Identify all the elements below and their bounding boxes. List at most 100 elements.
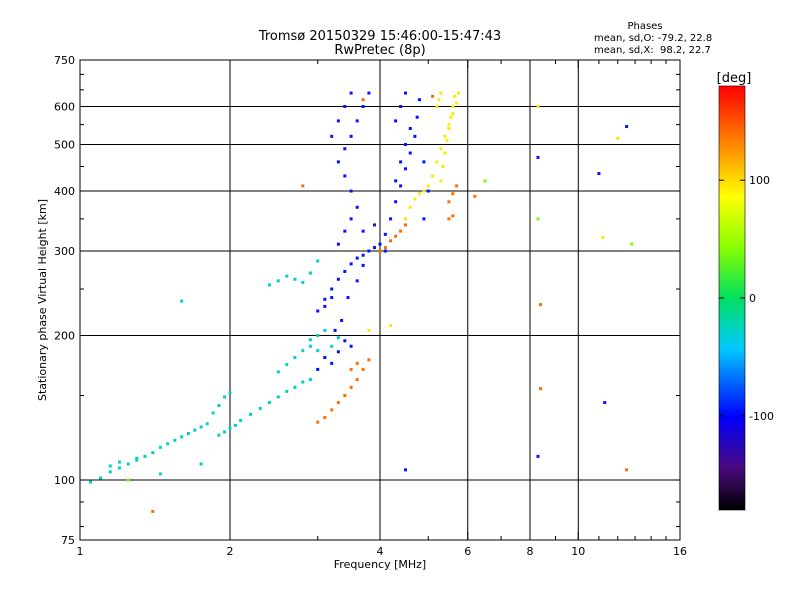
data-point — [135, 458, 139, 462]
data-point — [536, 217, 540, 221]
data-point — [316, 309, 320, 313]
data-point — [276, 370, 280, 374]
data-point — [323, 304, 327, 308]
data-point — [439, 147, 443, 151]
colorbar-ticks: 100 0 -100 — [719, 174, 774, 423]
data-point — [603, 401, 607, 405]
data-point — [361, 253, 365, 257]
data-point — [625, 125, 629, 129]
y-axis-label: Stationary phase Virtual Height [km] — [36, 199, 49, 401]
data-point — [399, 160, 403, 164]
data-point — [199, 462, 203, 466]
data-point — [349, 217, 353, 221]
data-point — [323, 415, 327, 419]
data-point — [180, 299, 184, 303]
x-tick-label: 8 — [527, 545, 534, 558]
x-tick-label: 4 — [377, 545, 384, 558]
data-point — [223, 395, 227, 399]
data-point — [431, 174, 435, 178]
colorbar: [deg] 100 0 -100 — [717, 71, 774, 511]
data-point — [616, 136, 620, 140]
data-point — [355, 279, 359, 283]
data-point — [399, 229, 403, 233]
data-point — [293, 355, 297, 359]
data-point — [180, 435, 184, 439]
phase-box-title: Phases — [627, 21, 662, 32]
data-point — [389, 217, 393, 221]
data-point — [330, 134, 334, 138]
data-point — [336, 350, 340, 354]
data-point — [349, 134, 353, 138]
data-point — [536, 105, 540, 109]
x-tick-label: 6 — [464, 545, 471, 558]
data-point — [193, 428, 197, 432]
data-point — [349, 189, 353, 193]
x-tick-label: 16 — [673, 545, 687, 558]
data-point — [415, 115, 419, 119]
colorbar-tick-label: 0 — [749, 292, 756, 305]
data-point — [367, 249, 371, 253]
data-point — [336, 336, 340, 340]
colorbar-label: [deg] — [717, 71, 752, 86]
data-point — [408, 151, 412, 155]
y-tick-label: 500 — [54, 139, 75, 152]
data-point — [394, 234, 398, 238]
data-point — [383, 249, 387, 253]
data-point — [447, 200, 451, 204]
data-point — [336, 160, 340, 164]
data-point — [383, 232, 387, 236]
data-point — [431, 94, 435, 98]
data-point — [355, 377, 359, 381]
x-tick-label: 1 — [77, 545, 84, 558]
data-point — [441, 164, 445, 168]
data-point — [323, 297, 327, 301]
data-point — [373, 223, 377, 227]
y-tick-label: 100 — [54, 474, 75, 487]
data-point — [447, 126, 451, 130]
data-point — [173, 438, 177, 442]
y-tick-label: 200 — [54, 330, 75, 343]
x-axis-label: Frequency [MHz] — [334, 558, 426, 571]
data-point — [343, 147, 347, 151]
data-point — [276, 395, 280, 399]
data-point — [367, 328, 371, 332]
data-point — [417, 192, 421, 196]
phase-box-line-x: mean, sd,X: 98.2, 22.7 — [594, 45, 711, 56]
data-point — [439, 179, 443, 183]
data-point — [403, 223, 407, 227]
data-point — [349, 385, 353, 389]
data-point — [267, 401, 271, 405]
data-point — [316, 334, 320, 338]
data-point — [399, 184, 403, 188]
data-point — [151, 509, 155, 513]
data-point — [211, 411, 215, 415]
data-point — [451, 112, 455, 116]
x-tick-labels: 1 2 4 6 8 10 16 — [77, 545, 688, 558]
data-point — [349, 91, 353, 95]
data-point — [539, 303, 543, 307]
data-point — [223, 430, 227, 434]
data-point — [422, 189, 426, 193]
data-point — [217, 403, 221, 407]
minor-ticks — [79, 59, 681, 540]
y-tick-label: 75 — [61, 534, 75, 547]
data-point — [394, 179, 398, 183]
data-point — [239, 419, 243, 423]
data-point — [330, 361, 334, 365]
data-point — [457, 91, 461, 95]
data-point — [389, 323, 393, 327]
data-point — [408, 205, 412, 209]
data-point — [316, 349, 320, 353]
data-point — [349, 262, 353, 266]
data-point — [258, 406, 262, 410]
data-point — [349, 367, 353, 371]
data-point — [143, 454, 147, 458]
data-point — [403, 217, 407, 221]
data-point — [186, 432, 190, 436]
data-point — [343, 229, 347, 233]
data-point — [439, 91, 443, 95]
data-point — [285, 389, 289, 393]
data-point — [117, 460, 121, 464]
data-point — [293, 385, 297, 389]
